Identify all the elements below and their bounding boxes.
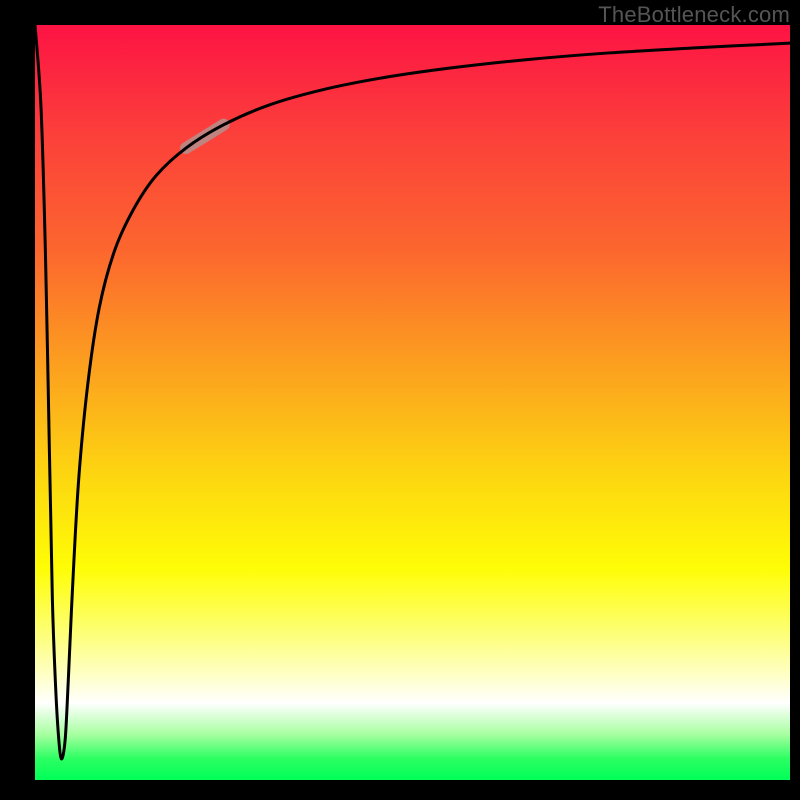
watermark-text: TheBottleneck.com bbox=[598, 2, 790, 28]
figure-root: TheBottleneck.com bbox=[0, 0, 800, 800]
main-curve bbox=[35, 25, 790, 759]
chart-svg bbox=[35, 25, 790, 780]
